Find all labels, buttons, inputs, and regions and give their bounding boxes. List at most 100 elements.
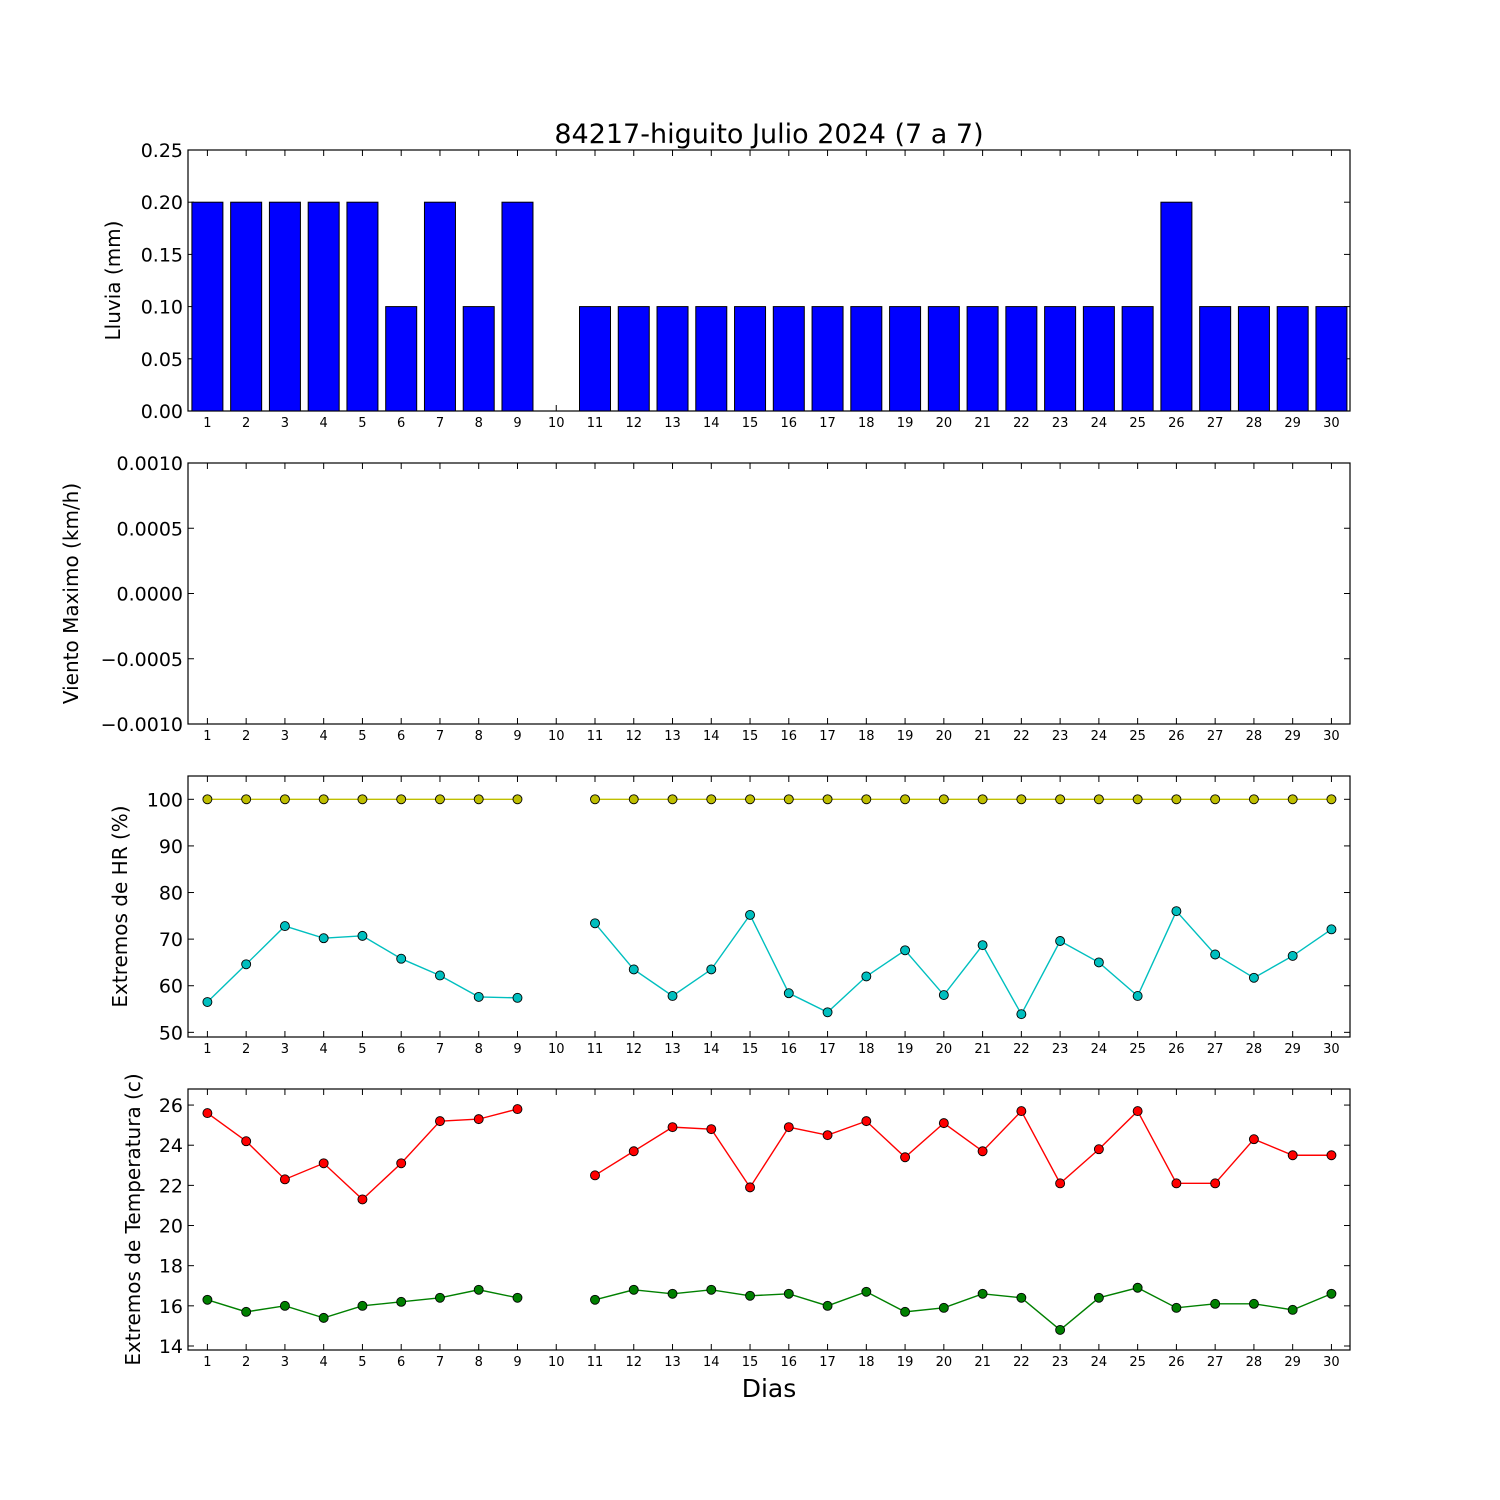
bar xyxy=(695,306,728,412)
x-tick-label: 30 xyxy=(1323,1355,1340,1370)
x-tick-label: 25 xyxy=(1129,416,1146,431)
data-point xyxy=(1248,1134,1259,1145)
x-tick-label: 1 xyxy=(203,416,211,431)
bar xyxy=(385,306,418,412)
data-point xyxy=(628,794,639,805)
chart-panel-1: 0.000.050.100.150.200.251 2 3 4 5 6 7 8 9 10 11 12 1… xyxy=(101,140,1351,431)
data-point xyxy=(938,990,949,1001)
data-point xyxy=(396,1158,407,1169)
series-2 xyxy=(202,1282,1337,1335)
data-point xyxy=(822,794,833,805)
x-tick-label: 29 xyxy=(1284,1355,1301,1370)
data-point xyxy=(396,1296,407,1307)
x-tick-label: 14 xyxy=(703,1355,720,1370)
data-point xyxy=(435,1292,445,1303)
x-tick-label: 3 xyxy=(281,416,289,431)
x-tick-label: 30 xyxy=(1323,729,1340,744)
x-tick-label: 24 xyxy=(1091,416,1108,431)
x-tick-label: 10 xyxy=(548,1042,565,1057)
x-tick-label: 26 xyxy=(1168,1042,1185,1057)
y-tick-label: 0.05 xyxy=(141,349,183,371)
x-tick-label: 29 xyxy=(1284,729,1301,744)
x-tick-label: 27 xyxy=(1207,1042,1224,1057)
bar xyxy=(346,201,379,412)
x-tick-label: 7 xyxy=(436,416,444,431)
data-point xyxy=(1210,1178,1221,1189)
x-tick-label: 6 xyxy=(397,416,405,431)
y-tick-label: 0.0010 xyxy=(117,453,183,475)
y-axis-label: Extremos de HR (%) xyxy=(108,805,132,1007)
y-axis-label: Viento Maximo (km/h) xyxy=(59,483,83,704)
x-tick-label: 27 xyxy=(1207,416,1224,431)
y-tick-label: 16 xyxy=(159,1296,183,1318)
x-tick-label: 21 xyxy=(974,1042,991,1057)
data-point xyxy=(1326,1288,1337,1299)
y-tick-label: 0.25 xyxy=(141,140,183,162)
data-point xyxy=(1326,1150,1337,1161)
x-tick-label: 12 xyxy=(625,1355,642,1370)
data-point xyxy=(900,945,911,956)
x-tick-label: 29 xyxy=(1284,1042,1301,1057)
data-point xyxy=(279,1174,290,1185)
data-point xyxy=(318,1312,329,1323)
data-point xyxy=(900,1306,911,1317)
y-axis-label: Lluvia (mm) xyxy=(101,221,125,341)
x-tick-label: 17 xyxy=(819,1042,836,1057)
data-point xyxy=(512,1292,523,1303)
x-tick-label: 18 xyxy=(858,416,875,431)
data-point xyxy=(202,1108,213,1119)
x-tick-label: 8 xyxy=(475,729,483,744)
x-tick-label: 17 xyxy=(819,416,836,431)
x-tick-label: 25 xyxy=(1129,729,1146,744)
x-tick-label: 22 xyxy=(1013,1042,1030,1057)
x-tick-label: 9 xyxy=(513,1355,521,1370)
x-tick-label: 6 xyxy=(397,1042,405,1057)
x-tick-label: 24 xyxy=(1091,729,1108,744)
x-tick-label: 19 xyxy=(897,416,914,431)
x-tick-label: 2 xyxy=(242,729,250,744)
x-tick-label: 5 xyxy=(358,1355,366,1370)
data-point xyxy=(435,1116,445,1127)
x-tick-label: 28 xyxy=(1246,1042,1263,1057)
data-point xyxy=(1016,1106,1027,1117)
data-point xyxy=(1132,794,1143,805)
figure-title: 84217-higuito Julio 2024 (7 a 7) xyxy=(554,119,983,150)
data-point xyxy=(977,940,988,951)
data-point xyxy=(706,1284,717,1295)
y-tick-label: 0.00 xyxy=(141,401,183,423)
data-point xyxy=(783,988,794,999)
data-point xyxy=(1171,906,1182,917)
x-tick-label: 30 xyxy=(1323,1042,1340,1057)
data-point xyxy=(241,959,252,970)
bar xyxy=(1315,306,1348,412)
bar xyxy=(1044,306,1077,412)
x-tick-label: 25 xyxy=(1129,1355,1146,1370)
bar xyxy=(268,201,301,412)
data-point xyxy=(1326,924,1337,935)
y-tick-label: 50 xyxy=(159,1022,183,1044)
x-tick-label: 16 xyxy=(781,1042,798,1057)
x-tick-label: 11 xyxy=(587,416,604,431)
x-tick-label: 29 xyxy=(1284,416,1301,431)
data-point xyxy=(202,794,213,805)
x-tick-label: 22 xyxy=(1013,416,1030,431)
x-tick-label: 27 xyxy=(1207,1355,1224,1370)
data-point xyxy=(667,794,678,805)
x-tick-label: 4 xyxy=(320,1042,328,1057)
data-point xyxy=(1055,1324,1066,1335)
data-point xyxy=(1093,1292,1104,1303)
data-point xyxy=(279,921,290,932)
bar xyxy=(772,306,805,412)
data-point xyxy=(1132,1282,1143,1293)
x-tick-label: 14 xyxy=(703,729,720,744)
x-axis-label: Dias xyxy=(742,1374,797,1403)
bar xyxy=(307,201,340,412)
data-point xyxy=(279,1300,290,1311)
data-point xyxy=(241,1306,252,1317)
y-tick-label: 22 xyxy=(159,1175,183,1197)
x-tick-label: 26 xyxy=(1168,1355,1185,1370)
bar xyxy=(811,306,844,412)
data-point xyxy=(900,1152,911,1163)
x-tick-label: 1 xyxy=(203,1042,211,1057)
